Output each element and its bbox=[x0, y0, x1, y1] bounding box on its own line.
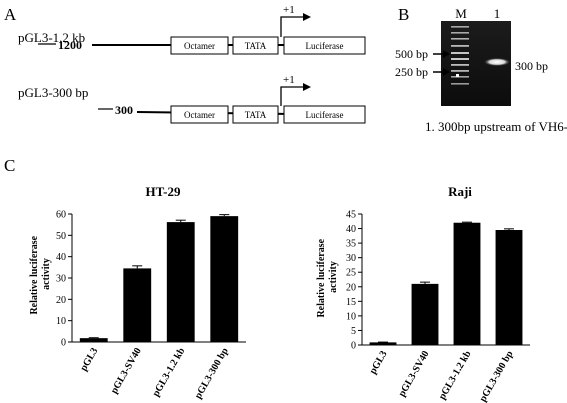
ladder-band bbox=[451, 83, 469, 85]
gel-caption: 1. 300bp upstream of VH6-1 bbox=[425, 119, 567, 134]
construct-long-arrowhead bbox=[303, 13, 311, 21]
x-tick-label: pGL3-1.2 kb bbox=[151, 346, 188, 399]
y-tick-label: 10 bbox=[346, 311, 356, 322]
ladder-band bbox=[451, 32, 469, 34]
construct-short-luciferase-box bbox=[283, 105, 366, 124]
chart-raji: Raji Relative luciferase activity 0 5 10 15… bbox=[316, 184, 530, 403]
band-size-label: 300 bp bbox=[515, 59, 548, 73]
y-tick-label: 45 bbox=[346, 210, 356, 221]
marker-label-250: 250 bp bbox=[395, 65, 428, 79]
x-tick-label: pGL3-SV40 bbox=[109, 346, 144, 396]
construct-short-start-arrow bbox=[280, 86, 303, 106]
chart-ht29: HT-29 Relative luciferase activity 0 10 20… bbox=[29, 184, 246, 401]
ladder-band bbox=[451, 76, 469, 78]
ladder-band bbox=[451, 45, 469, 47]
construct-long: pGL3-1.2 kb 1200 Octamer TATA Luciferase… bbox=[18, 4, 366, 55]
gel-lane-label-marker: M bbox=[455, 6, 467, 21]
panel-b-letter: B bbox=[398, 5, 409, 24]
chart-raji-ylabel: Relative luciferase activity bbox=[316, 236, 339, 317]
construct-short-tata-label: TATA bbox=[245, 110, 267, 120]
construct-short-arrowhead bbox=[303, 83, 311, 91]
construct-short-luciferase-label: Luciferase bbox=[306, 110, 344, 120]
y-tick-label: 30 bbox=[346, 253, 356, 264]
bar bbox=[369, 342, 397, 345]
ladder-band bbox=[451, 58, 469, 60]
y-tick-label: 20 bbox=[346, 282, 356, 293]
construct-long-position: 1200 bbox=[58, 38, 82, 52]
construct-long-octamer-box bbox=[170, 36, 229, 55]
construct-short-tata-box bbox=[232, 105, 279, 124]
construct-short-start-site: +1 bbox=[283, 74, 295, 86]
marker-arrowhead-500 bbox=[443, 50, 450, 58]
x-tick-label: pGL3 bbox=[78, 346, 100, 373]
bar bbox=[210, 216, 239, 342]
panel-a-letter: A bbox=[4, 5, 17, 24]
y-tick-label: 10 bbox=[56, 316, 66, 327]
ladder-band bbox=[451, 70, 469, 72]
construct-long-start-arrow bbox=[280, 16, 303, 37]
x-tick-label: pGL3-1.2 kb bbox=[437, 349, 474, 402]
construct-long-name: pGL3-1.2 kb bbox=[18, 30, 85, 45]
x-tick-label: pGL3-300 bp bbox=[478, 349, 516, 403]
y-tick-label: 20 bbox=[56, 295, 66, 306]
ladder-band bbox=[451, 26, 469, 28]
bar bbox=[411, 283, 439, 345]
gel-sample-band bbox=[484, 58, 510, 66]
panel-c-letter: C bbox=[4, 156, 15, 175]
y-tick-label: 35 bbox=[346, 239, 356, 250]
y-tick-label: 50 bbox=[56, 231, 66, 242]
y-tick-label: 5 bbox=[351, 326, 356, 337]
x-tick-label: pGL3-SV40 bbox=[397, 349, 432, 399]
gel-speck bbox=[456, 74, 459, 77]
y-tick-label: 25 bbox=[346, 268, 356, 279]
marker-label-500: 500 bp bbox=[395, 47, 428, 61]
construct-long-octamer-label: Octamer bbox=[184, 41, 215, 51]
ladder-band bbox=[451, 52, 469, 54]
chart-raji-title: Raji bbox=[448, 184, 472, 199]
construct-long-luciferase-box bbox=[283, 36, 366, 55]
x-tick-label: pGL3 bbox=[368, 349, 390, 376]
bar bbox=[123, 268, 152, 342]
construct-long-tata-box bbox=[232, 36, 279, 55]
panel-b: B M 1 bbox=[395, 5, 567, 134]
y-tick-label: 0 bbox=[61, 338, 66, 349]
ladder-band bbox=[451, 64, 469, 66]
y-tick-label: 30 bbox=[56, 274, 66, 285]
marker-arrowhead-250 bbox=[443, 68, 450, 76]
y-tick-label: 60 bbox=[56, 210, 66, 221]
construct-short-octamer-box bbox=[170, 105, 229, 124]
construct-long-start-site: +1 bbox=[283, 4, 295, 16]
chart-ht29-ylabel: Relative luciferase activity bbox=[29, 233, 52, 314]
panel-c: C bbox=[4, 156, 15, 175]
construct-short: pGL3-300 bp 300 Octamer TATA Luciferase … bbox=[18, 74, 366, 124]
construct-short-position: 300 bbox=[115, 103, 133, 117]
y-tick-label: 0 bbox=[351, 341, 356, 352]
y-tick-label: 40 bbox=[56, 252, 66, 263]
ladder-band bbox=[451, 38, 469, 40]
bar bbox=[79, 338, 108, 342]
chart-ht29-title: HT-29 bbox=[146, 184, 181, 199]
construct-short-name: pGL3-300 bp bbox=[18, 85, 88, 100]
gel-lane-label-sample: 1 bbox=[494, 6, 501, 21]
construct-short-octamer-label: Octamer bbox=[184, 110, 215, 120]
bar bbox=[453, 222, 481, 345]
panel-a: A pGL3-1.2 kb 1200 Octamer TATA Lucifera… bbox=[4, 4, 366, 124]
construct-long-tata-label: TATA bbox=[245, 41, 267, 51]
gel-ladder bbox=[451, 26, 469, 85]
y-tick-label: 15 bbox=[346, 297, 356, 308]
construct-long-luciferase-label: Luciferase bbox=[306, 41, 344, 51]
bar bbox=[495, 230, 523, 345]
bar bbox=[166, 222, 195, 342]
y-tick-label: 40 bbox=[346, 224, 356, 235]
x-tick-label: pGL3-300 bp bbox=[193, 346, 231, 401]
